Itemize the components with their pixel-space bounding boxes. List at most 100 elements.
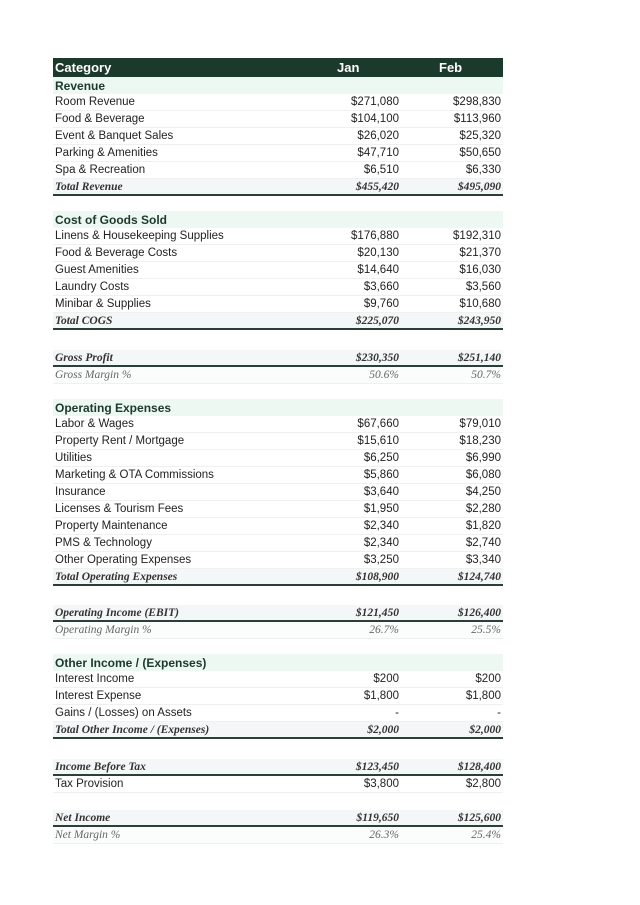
- table-row: Room Revenue $271,080 $298,830: [53, 94, 503, 111]
- table-row: Tax Provision $3,800 $2,800: [53, 776, 503, 793]
- table-row: Spa & Recreation $6,510 $6,330: [53, 162, 503, 179]
- jan-value: $6,250: [363, 452, 399, 464]
- jan-value: $2,340: [363, 537, 399, 549]
- total-row: Total Revenue $455,420 $495,090: [53, 179, 503, 196]
- jan-value: $2,000: [367, 724, 399, 736]
- row-label: Event & Banquet Sales: [55, 130, 174, 142]
- row-label: Minibar & Supplies: [55, 298, 151, 310]
- feb-value: $10,680: [459, 298, 501, 310]
- feb-value: $2,740: [465, 537, 501, 549]
- section: Gross Profit $230,350 $251,140 Gross Margin…: [53, 350, 503, 384]
- section-label: Other Income / (Expenses): [53, 654, 503, 671]
- row-label: Interest Expense: [55, 690, 142, 702]
- row-label: Parking & Amenities: [55, 147, 158, 159]
- table-row: Property Rent / Mortgage $15,610 $18,230: [53, 433, 503, 450]
- feb-value: 25.5%: [471, 624, 501, 636]
- jan-value: $2,340: [363, 520, 399, 532]
- row-label: Labor & Wages: [55, 418, 134, 430]
- jan-value: $455,420: [355, 181, 399, 193]
- feb-value: $192,310: [453, 230, 501, 242]
- row-label: Total Operating Expenses: [55, 571, 178, 583]
- row-label: Gross Margin %: [55, 369, 132, 381]
- jan-value: $3,640: [363, 486, 399, 498]
- section-label: Operating Expenses: [53, 399, 503, 416]
- feb-value: $495,090: [457, 181, 501, 193]
- feb-value: $25,320: [459, 130, 501, 142]
- section: Net Income $119,650 $125,600 Net Margin % 26…: [53, 810, 503, 844]
- row-label: Food & Beverage: [55, 113, 145, 125]
- row-label: Net Margin %: [55, 829, 121, 841]
- jan-value: -: [395, 707, 399, 719]
- section-label: Cost of Goods Sold: [53, 211, 503, 228]
- table-row: Insurance $3,640 $4,250: [53, 484, 503, 501]
- feb-value: $200: [475, 673, 501, 685]
- row-label: Cost of Goods Sold: [55, 213, 167, 227]
- jan-value: $9,760: [363, 298, 399, 310]
- table-row: Utilities $6,250 $6,990: [53, 450, 503, 467]
- table-row: Minibar & Supplies $9,760 $10,680: [53, 296, 503, 313]
- jan-value: $121,450: [355, 607, 399, 619]
- feb-value: $125,600: [457, 812, 501, 824]
- feb-value: 50.7%: [471, 369, 501, 381]
- feb-value: $3,560: [465, 281, 501, 293]
- total-row: Total Other Income / (Expenses) $2,000 $2,…: [53, 722, 503, 739]
- total-row: Income Before Tax $123,450 $128,400: [53, 759, 503, 776]
- table-row: Food & Beverage $104,100 $113,960: [53, 111, 503, 128]
- feb-value: -: [497, 707, 501, 719]
- feb-value: $2,280: [465, 503, 501, 515]
- feb-value: $1,800: [465, 690, 501, 702]
- row-label: PMS & Technology: [55, 537, 152, 549]
- feb-value: $298,830: [453, 96, 501, 108]
- jan-value: 50.6%: [369, 369, 399, 381]
- table-row: Marketing & OTA Commissions $5,860 $6,080: [53, 467, 503, 484]
- jan-value: $123,450: [355, 761, 399, 773]
- row-label: Total Other Income / (Expenses): [55, 724, 210, 736]
- header-jan: Jan: [337, 60, 360, 75]
- feb-value: $1,820: [465, 520, 501, 532]
- table-row: Property Maintenance $2,340 $1,820: [53, 518, 503, 535]
- total-row: Total Operating Expenses $108,900 $124,740: [53, 569, 503, 586]
- row-label: Total COGS: [55, 315, 113, 327]
- jan-value: $5,860: [363, 469, 399, 481]
- section: Revenue Room Revenue $271,080 $298,830 Food …: [53, 77, 503, 196]
- row-label: Guest Amenities: [55, 264, 139, 276]
- table-row: Food & Beverage Costs $20,130 $21,370: [53, 245, 503, 262]
- header-category: Category: [55, 60, 112, 75]
- jan-value: $14,640: [357, 264, 399, 276]
- feb-value: $6,330: [465, 164, 501, 176]
- table-row: Parking & Amenities $47,710 $50,650: [53, 145, 503, 162]
- jan-value: 26.3%: [369, 829, 399, 841]
- jan-value: $176,880: [351, 230, 399, 242]
- jan-value: $6,510: [363, 164, 399, 176]
- jan-value: $271,080: [351, 96, 399, 108]
- jan-value: $20,130: [357, 247, 399, 259]
- row-label: Net Income: [55, 812, 111, 824]
- row-label: Gains / (Losses) on Assets: [55, 707, 192, 719]
- jan-value: $67,660: [357, 418, 399, 430]
- feb-value: $2,000: [469, 724, 501, 736]
- table-row: Event & Banquet Sales $26,020 $25,320: [53, 128, 503, 145]
- table-row: Interest Expense $1,800 $1,800: [53, 688, 503, 705]
- feb-value: $50,650: [459, 147, 501, 159]
- header-feb: Feb: [439, 60, 463, 75]
- row-label: Spa & Recreation: [55, 164, 146, 176]
- jan-value: $108,900: [355, 571, 399, 583]
- row-label: Income Before Tax: [55, 761, 146, 773]
- table-row: Guest Amenities $14,640 $16,030: [53, 262, 503, 279]
- feb-value: $4,250: [465, 486, 501, 498]
- row-label: Marketing & OTA Commissions: [55, 469, 214, 481]
- jan-value: $200: [373, 673, 399, 685]
- feb-value: $3,340: [465, 554, 501, 566]
- table-row: Labor & Wages $67,660 $79,010: [53, 416, 503, 433]
- feb-value: $79,010: [459, 418, 501, 430]
- row-label: Other Income / (Expenses): [55, 656, 207, 670]
- row-label: Gross Profit: [55, 352, 113, 364]
- section-label: Revenue: [53, 77, 503, 94]
- row-label: Utilities: [55, 452, 93, 464]
- table-row: Gains / (Losses) on Assets - -: [53, 705, 503, 722]
- row-label: Insurance: [55, 486, 106, 498]
- row-label: Interest Income: [55, 673, 135, 685]
- feb-value: 25.4%: [471, 829, 501, 841]
- section: Cost of Goods Sold Linens & Housekeeping …: [53, 211, 503, 330]
- table-row: Linens & Housekeeping Supplies $176,880 $1…: [53, 228, 503, 245]
